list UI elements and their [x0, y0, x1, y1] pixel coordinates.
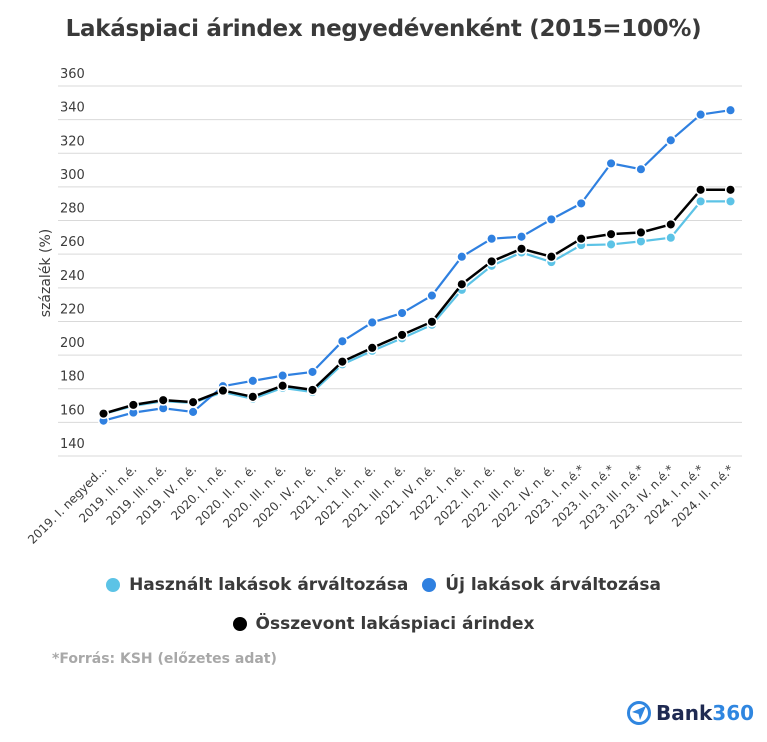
y-axis-title: százalék (%)	[38, 229, 54, 317]
data-point[interactable]	[605, 157, 617, 169]
legend-dot-icon	[422, 578, 437, 592]
data-point[interactable]	[724, 104, 737, 116]
bank360-logo[interactable]: Bank 360	[626, 700, 754, 726]
data-point[interactable]	[426, 316, 438, 328]
data-point[interactable]	[545, 251, 557, 263]
series	[97, 104, 737, 427]
data-point[interactable]	[724, 184, 737, 196]
x-axis-ticks: 2019. I. negyed...2019. II. n.é.2019. II…	[25, 462, 736, 546]
y-tick-label: 200	[60, 336, 85, 351]
y-tick-label: 140	[60, 437, 85, 452]
data-point[interactable]	[426, 290, 438, 302]
data-point[interactable]	[336, 335, 348, 347]
data-point[interactable]	[605, 228, 617, 240]
y-tick-label: 360	[60, 67, 85, 82]
legend-dot-icon	[232, 617, 247, 631]
legend-label: Használt lakások árváltozása	[129, 575, 409, 595]
y-axis-ticks: 140 160 180 200 220 240 260 280 300 320 340 360	[60, 67, 85, 452]
data-point[interactable]	[456, 278, 468, 290]
y-tick-label: 160	[60, 403, 85, 418]
data-point[interactable]	[127, 399, 139, 411]
data-point[interactable]	[665, 134, 677, 146]
y-tick-label: 340	[60, 101, 85, 116]
legend-item-uj[interactable]: Új lakások árváltozása	[422, 575, 661, 595]
data-point[interactable]	[217, 385, 229, 397]
data-point[interactable]	[277, 370, 289, 382]
series-1	[97, 104, 737, 427]
legend-item-osszevont[interactable]: Összevont lakáspiaci árindex	[232, 614, 535, 634]
source-note: *Forrás: KSH (előzetes adat)	[52, 651, 277, 667]
y-tick-label: 180	[60, 370, 85, 385]
logo-text-360: 360	[712, 701, 755, 725]
data-point[interactable]	[456, 251, 468, 263]
data-point[interactable]	[187, 396, 199, 408]
data-point[interactable]	[366, 316, 378, 329]
chart-title: Lakáspiaci árindex negyedévenként (2015=…	[65, 16, 702, 42]
data-point[interactable]	[396, 307, 408, 319]
data-point[interactable]	[605, 238, 617, 250]
data-point[interactable]	[575, 233, 587, 245]
data-point[interactable]	[515, 231, 528, 243]
data-point[interactable]	[247, 375, 259, 387]
data-point[interactable]	[635, 226, 647, 239]
legend-dot-icon	[106, 578, 121, 592]
y-tick-label: 320	[60, 134, 85, 149]
data-point[interactable]	[277, 380, 289, 392]
data-point[interactable]	[515, 243, 528, 255]
data-point[interactable]	[247, 391, 259, 403]
data-point[interactable]	[97, 408, 110, 420]
series-2	[97, 184, 737, 420]
y-tick-label: 240	[60, 269, 85, 284]
data-point[interactable]	[306, 384, 319, 396]
data-point[interactable]	[635, 163, 647, 175]
data-point[interactable]	[336, 356, 348, 368]
data-point[interactable]	[695, 195, 707, 207]
series-line	[103, 188, 731, 415]
compass-icon	[627, 701, 651, 725]
data-point[interactable]	[635, 235, 647, 247]
data-point[interactable]	[695, 109, 707, 121]
y-tick-label: 220	[60, 302, 85, 317]
data-point[interactable]	[695, 184, 707, 196]
legend-label: Új lakások árváltozása	[445, 575, 661, 595]
data-point[interactable]	[575, 197, 587, 209]
gridlines	[58, 85, 742, 457]
logo-text-bank: Bank	[656, 701, 713, 725]
data-point[interactable]	[665, 232, 677, 244]
data-point[interactable]	[366, 342, 378, 354]
data-point[interactable]	[665, 218, 677, 230]
data-point[interactable]	[724, 195, 737, 207]
data-point[interactable]	[157, 394, 169, 406]
data-point[interactable]	[187, 406, 199, 418]
legend-row-1: Használt lakások árváltozása Új lakások …	[0, 575, 767, 597]
legend-label: Összevont lakáspiaci árindex	[255, 614, 535, 634]
y-tick-label: 260	[60, 235, 85, 250]
series-line	[103, 109, 731, 422]
data-point[interactable]	[486, 255, 498, 267]
line-chart: 140 160 180 200 220 240 260 280 300 320 340 360 szá…	[25, 67, 742, 547]
data-point[interactable]	[306, 366, 319, 378]
legend-item-hasznalt[interactable]: Használt lakások árváltozása	[106, 575, 408, 595]
legend-row-2: Összevont lakáspiaci árindex	[0, 614, 767, 636]
y-tick-label: 300	[60, 168, 85, 183]
y-tick-label: 280	[60, 202, 85, 217]
data-point[interactable]	[486, 233, 498, 245]
data-point[interactable]	[396, 329, 408, 341]
data-point[interactable]	[545, 213, 557, 225]
